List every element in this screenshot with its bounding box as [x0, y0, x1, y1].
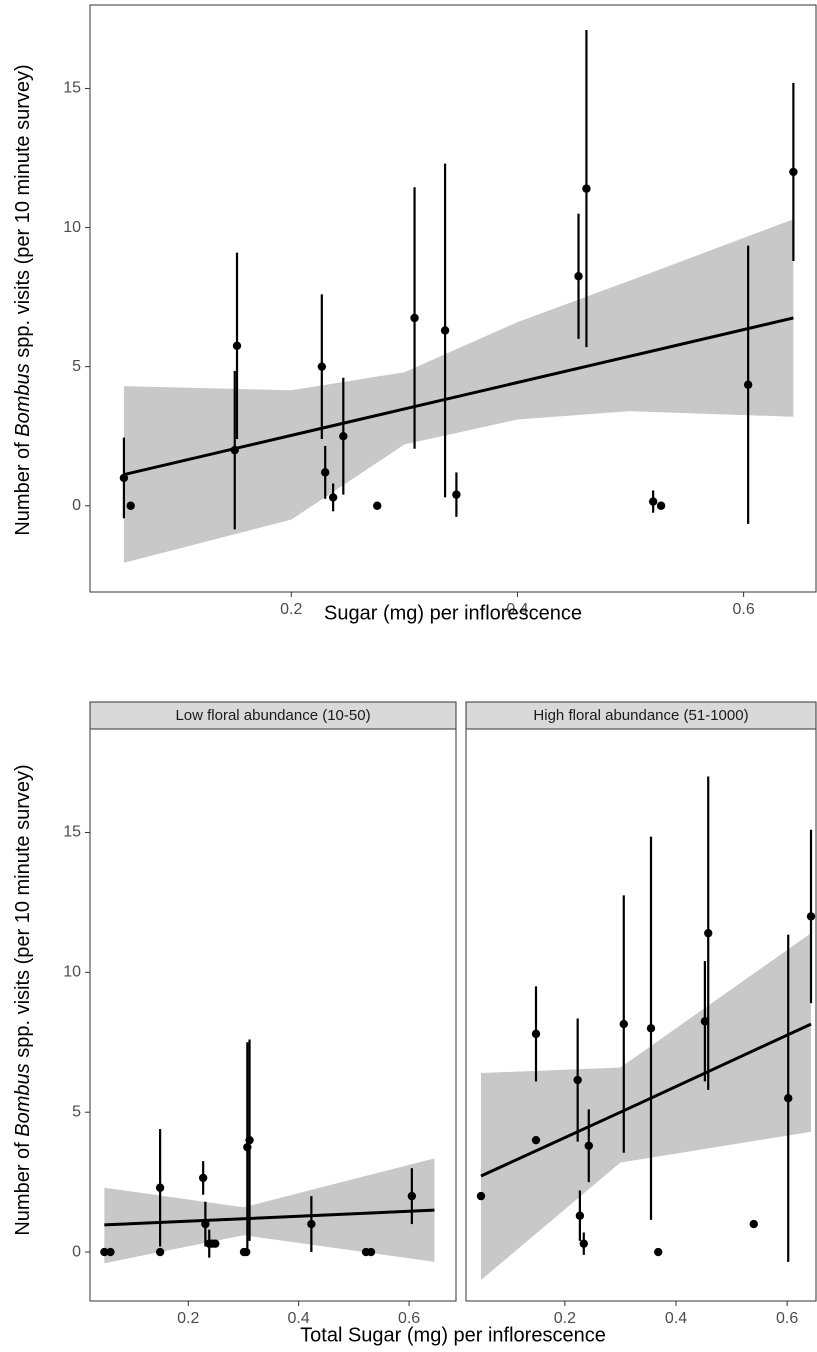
plot-area: [100, 1039, 435, 1264]
confidence-band: [481, 933, 811, 1281]
y-axis-label-part: spp. visits (per 10 minute survey): [12, 64, 34, 363]
data-point: [531, 1029, 541, 1039]
data-point: [245, 1135, 254, 1145]
data-point: [582, 184, 591, 193]
data-point: [100, 1247, 109, 1257]
x-tick-label: 0.6: [733, 601, 755, 618]
data-point: [656, 501, 666, 510]
facet-strip: [89, 701, 457, 730]
data-point: [119, 473, 129, 483]
facet-strip: [465, 701, 817, 730]
data-point: [704, 928, 713, 938]
y-axis-label-part: Number of: [12, 1137, 34, 1236]
y-axis-label-part: Bombus: [12, 363, 34, 436]
x-tick-label: 0.6: [776, 1310, 798, 1327]
data-point: [654, 1247, 663, 1257]
data-point: [155, 1183, 165, 1192]
data-point: [307, 1219, 316, 1229]
data-point: [743, 380, 753, 389]
y-axis-label-part: Number of: [12, 437, 34, 536]
data-point: [806, 912, 816, 921]
y-tick-label: 5: [72, 358, 81, 375]
data-point: [646, 1024, 656, 1033]
data-point: [575, 1211, 585, 1220]
facet-label: Low floral abundance (10-50): [175, 707, 370, 724]
data-point: [198, 1173, 208, 1183]
x-tick-label: 0.2: [177, 1310, 199, 1327]
y-tick-label: 0: [72, 497, 81, 514]
y-tick-label: 10: [63, 219, 81, 236]
fit-line: [123, 316, 794, 477]
data-point: [339, 432, 348, 441]
data-point: [648, 497, 658, 506]
data-point: [789, 167, 798, 177]
y-tick-label: 5: [72, 1103, 81, 1120]
y-axis-label: Number of Bombus spp. visits (per 10 min…: [12, 64, 34, 535]
data-point: [619, 1019, 628, 1029]
confidence-band: [123, 219, 794, 563]
data-point: [126, 501, 135, 510]
x-axis-label: Sugar (mg) per inflorescence: [324, 602, 582, 624]
data-point: [749, 1219, 758, 1229]
panel-border: [89, 4, 817, 593]
data-point: [573, 1075, 582, 1085]
data-point: [230, 445, 239, 455]
data-point: [440, 326, 450, 335]
y-tick-label: 0: [72, 1243, 81, 1260]
data-point: [242, 1247, 251, 1257]
data-point: [452, 490, 461, 499]
fit-line: [480, 1022, 812, 1178]
data-point: [201, 1219, 210, 1229]
data-point: [211, 1239, 220, 1248]
x-axis-label: Total Sugar (mg) per inflorescence: [300, 1324, 606, 1346]
data-point: [700, 1017, 710, 1026]
y-tick-label: 15: [63, 824, 81, 841]
x-tick-label: 0.2: [280, 601, 302, 618]
data-point: [366, 1247, 376, 1257]
plot-area: [119, 30, 798, 563]
data-point: [584, 1141, 593, 1150]
data-point: [106, 1247, 115, 1257]
facet-label: High floral abundance (51-1000): [533, 707, 748, 724]
confidence-band: [104, 1158, 435, 1264]
y-axis-label-part: spp. visits (per 10 minute survey): [12, 764, 34, 1063]
data-point: [531, 1135, 541, 1145]
x-tick-label: 0.4: [506, 601, 528, 618]
x-tick-label: 0.6: [398, 1310, 420, 1327]
data-point: [410, 313, 419, 323]
data-point: [574, 272, 583, 281]
y-tick-label: 15: [63, 80, 81, 97]
data-point: [476, 1191, 486, 1201]
fit-line: [104, 1208, 435, 1227]
x-tick-label: 0.4: [665, 1310, 687, 1327]
x-tick-label: 0.4: [288, 1310, 310, 1327]
x-tick-label: 0.2: [554, 1310, 576, 1327]
plot-area: [476, 776, 816, 1281]
y-axis-label: Number of Bombus spp. visits (per 10 min…: [12, 764, 34, 1235]
data-point: [232, 341, 242, 350]
data-point: [407, 1191, 417, 1201]
y-tick-label: 10: [63, 964, 81, 981]
y-axis-label-part: Bombus: [12, 1063, 34, 1136]
data-point: [784, 1094, 793, 1103]
data-point: [373, 501, 382, 510]
data-point: [155, 1247, 165, 1257]
data-point: [321, 468, 330, 477]
data-point: [328, 493, 338, 502]
data-point: [579, 1239, 588, 1248]
data-point: [317, 362, 327, 371]
